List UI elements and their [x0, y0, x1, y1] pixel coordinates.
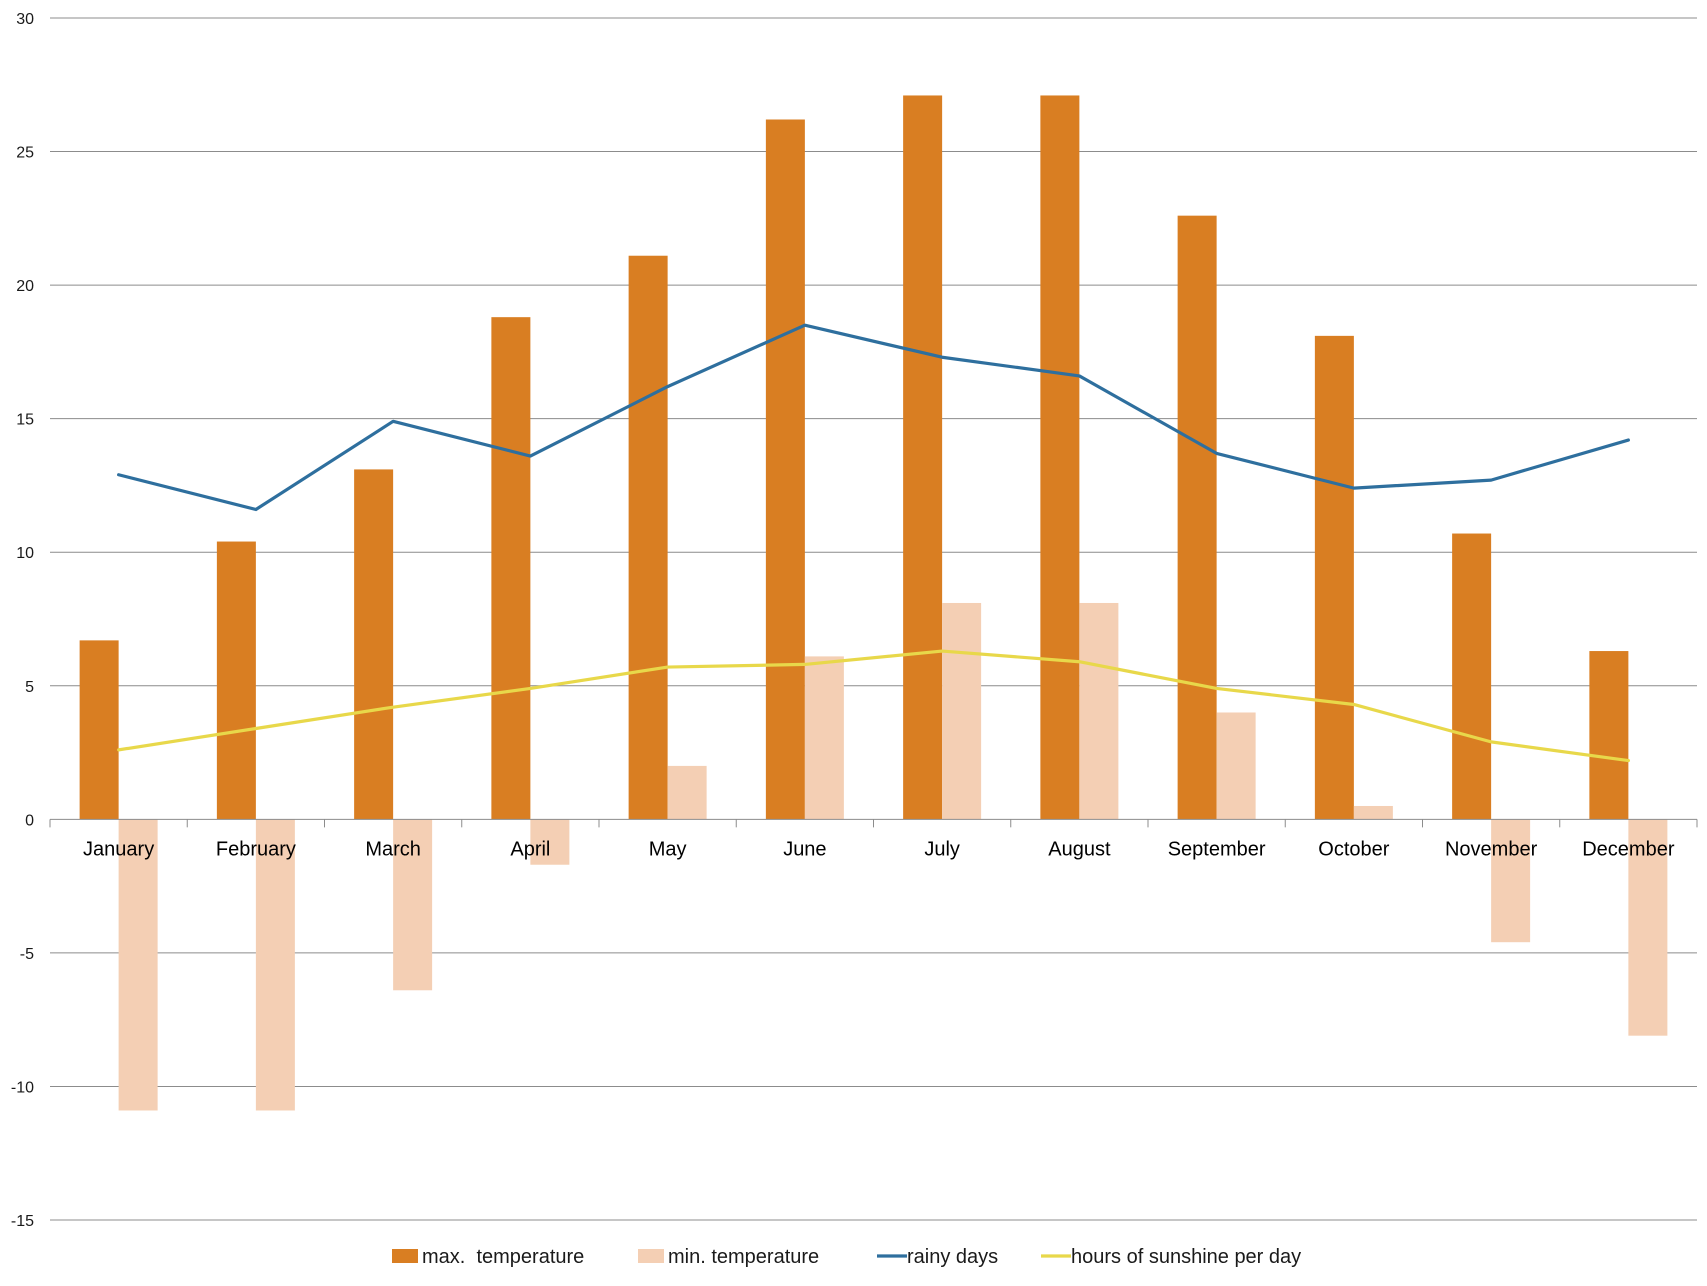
min-temperature-bar — [1628, 819, 1668, 1036]
y-tick-label: 20 — [16, 278, 34, 295]
x-tick-label: August — [1048, 838, 1111, 860]
max-temperature-bar — [354, 469, 394, 820]
x-tick-label: October — [1318, 838, 1389, 860]
legend: max. temperature min. temperature rainy da… — [392, 1246, 1301, 1268]
max-temperature-bar — [1452, 533, 1492, 820]
legend-label: max. temperature — [422, 1246, 584, 1268]
min-temperature-bar — [1079, 602, 1119, 820]
legend-swatch — [392, 1249, 418, 1263]
y-tick-label: 30 — [16, 11, 34, 28]
max-temperature-bar — [1177, 215, 1217, 820]
x-tick-label: July — [924, 838, 960, 860]
min-temperature-bar — [530, 819, 570, 865]
min-temperature-bar — [255, 819, 295, 1111]
y-tick-label: 25 — [16, 145, 34, 162]
min-temperature-bar — [667, 765, 707, 820]
max-temperature-bar — [491, 317, 531, 820]
min-temperature-bar — [942, 602, 982, 820]
x-axis-tick-labels: January February March April May June July Augu… — [83, 838, 1675, 860]
max-temperature-bar — [1040, 95, 1080, 820]
min-temperature-bar — [1491, 819, 1531, 943]
y-tick-label: -5 — [20, 946, 34, 963]
x-tick-label: June — [783, 838, 826, 860]
legend-label: min. temperature — [668, 1246, 819, 1268]
x-tick-label: April — [510, 838, 550, 860]
y-tick-label: -15 — [11, 1213, 34, 1230]
y-tick-label: 10 — [16, 545, 34, 562]
min-temperature-bar — [118, 819, 158, 1111]
y-tick-label: 15 — [16, 412, 34, 429]
max-temperature-bar — [216, 541, 256, 820]
bars — [79, 95, 1668, 1111]
max-temperature-bar — [1314, 335, 1354, 820]
min-temperature-bar — [1353, 805, 1393, 820]
legend-label: rainy days — [907, 1246, 998, 1268]
max-temperature-bar — [765, 119, 805, 820]
min-temperature-bar — [1216, 712, 1256, 820]
min-temperature-bar — [804, 656, 844, 820]
x-tick-label: February — [216, 838, 296, 860]
x-axis — [49, 818, 1698, 828]
x-tick-label: September — [1168, 838, 1266, 860]
lines — [117, 323, 1630, 763]
x-tick-label: November — [1445, 838, 1538, 860]
rainy-days-line — [117, 323, 1630, 512]
max-temperature-bar — [79, 640, 119, 820]
max-temperature-bar — [903, 95, 943, 820]
y-tick-label: 0 — [25, 812, 34, 829]
y-tick-label: 5 — [25, 679, 34, 696]
gridlines — [50, 17, 1697, 1221]
x-tick-label: March — [365, 838, 421, 860]
y-tick-label: -10 — [11, 1079, 34, 1096]
max-temperature-bar — [1589, 651, 1629, 820]
max-temperature-bar — [628, 255, 668, 820]
legend-label: hours of sunshine per day — [1071, 1246, 1301, 1268]
x-tick-label: December — [1582, 838, 1675, 860]
y-axis-tick-labels: 30 25 20 15 10 5 0 -5 -10 -15 — [11, 11, 34, 1230]
legend-swatch — [638, 1249, 664, 1263]
x-tick-label: January — [83, 838, 154, 860]
min-temperature-bar — [393, 819, 433, 991]
sunshine-hours-line — [117, 649, 1630, 763]
x-tick-label: May — [649, 838, 687, 860]
